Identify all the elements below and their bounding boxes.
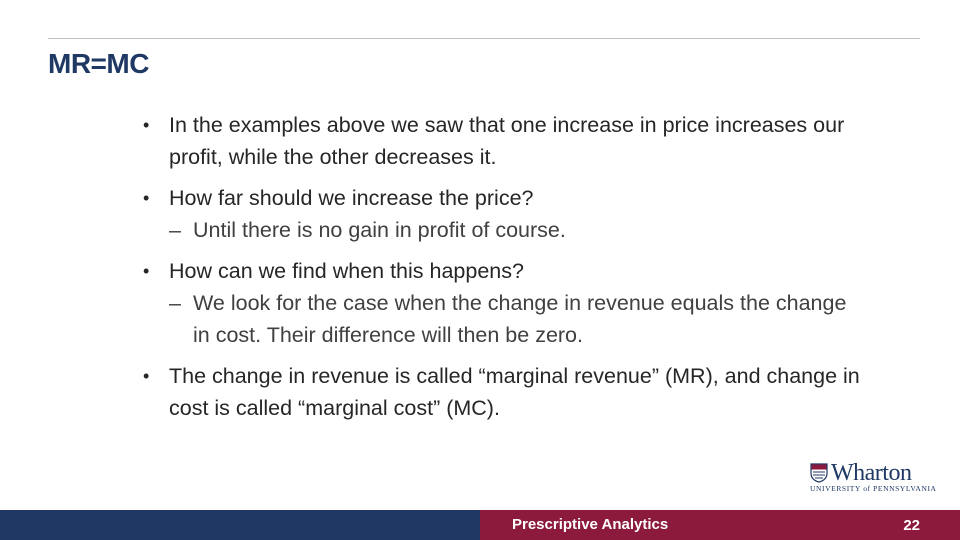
bullet-text: How can we find when this happens? — [169, 259, 524, 283]
footer-bar: Prescriptive Analytics 22 — [0, 510, 960, 540]
logo-wordmark: Wharton — [831, 460, 912, 486]
course-name: Prescriptive Analytics — [512, 516, 669, 533]
bullet-text: The change in revenue is called “margina… — [169, 364, 860, 420]
bullet-mark: • — [143, 188, 150, 208]
sub-bullet-mark: – — [169, 291, 181, 315]
bullet-item: • In the examples above we saw that one … — [143, 109, 863, 173]
wharton-logo: Wharton UNIVERSITY of PENNSYLVANIA — [810, 460, 937, 494]
sub-bullet-text: We look for the case when the change in … — [193, 291, 847, 347]
bullet-text: How far should we increase the price? — [169, 186, 534, 210]
footer-left-band — [0, 510, 480, 540]
bullet-item: • How can we find when this happens? — [143, 255, 863, 287]
sub-bullet-item: – We look for the case when the change i… — [143, 287, 863, 351]
sub-bullet-mark: – — [169, 218, 181, 242]
sub-bullet-text: Until there is no gain in profit of cour… — [193, 218, 566, 242]
title-divider — [48, 38, 920, 39]
sub-bullet-item: – Until there is no gain in profit of co… — [143, 214, 863, 246]
bullet-text: In the examples above we saw that one in… — [169, 113, 845, 169]
bullet-mark: • — [143, 261, 150, 281]
shield-icon — [810, 463, 828, 483]
footer-right-band — [480, 510, 960, 540]
bullet-item: • The change in revenue is called “margi… — [143, 360, 863, 424]
bullet-item: • How far should we increase the price? — [143, 182, 863, 214]
bullet-list: • In the examples above we saw that one … — [143, 109, 863, 424]
bullet-mark: • — [143, 115, 150, 135]
slide-title: MR=MC — [48, 48, 149, 79]
page-number: 22 — [903, 517, 920, 534]
bullet-mark: • — [143, 366, 150, 386]
logo-university: UNIVERSITY of PENNSYLVANIA — [810, 484, 937, 493]
